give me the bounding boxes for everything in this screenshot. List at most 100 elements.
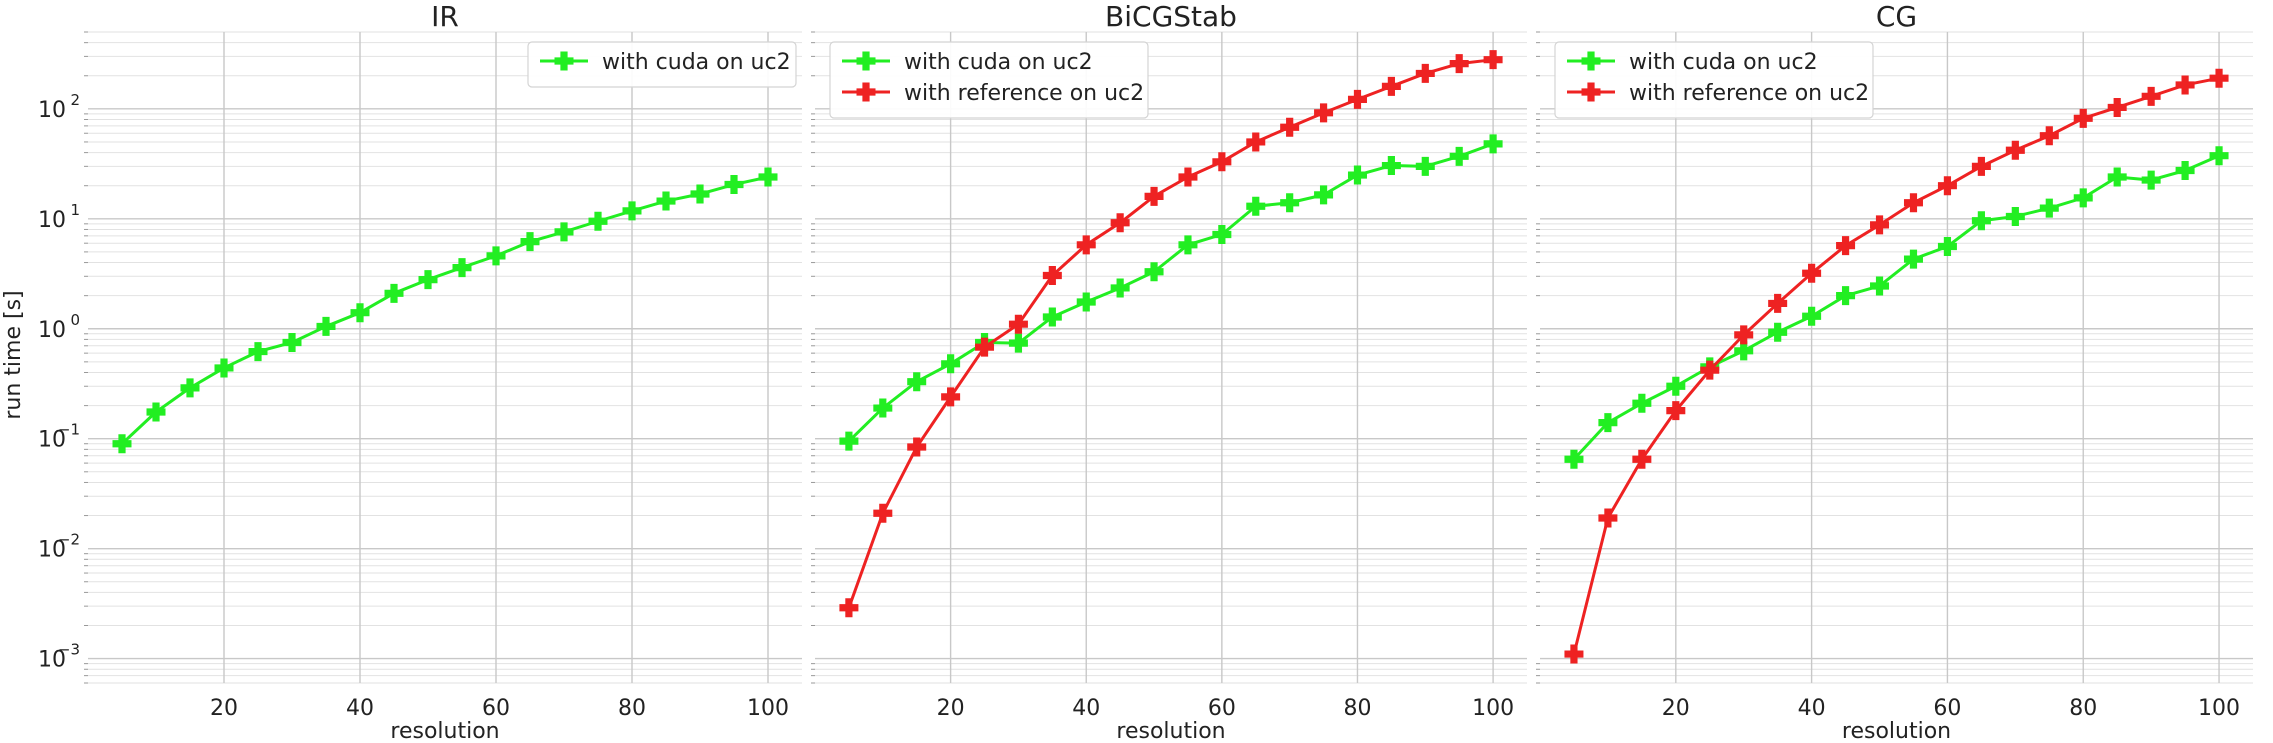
data-point xyxy=(350,303,370,323)
data-point xyxy=(724,175,744,195)
data-point xyxy=(1280,117,1300,137)
y-tick-exponent: −3 xyxy=(58,641,80,659)
data-point xyxy=(282,332,302,352)
data-point xyxy=(1937,236,1957,256)
data-point xyxy=(112,434,132,454)
data-point xyxy=(452,258,472,278)
y-tick-exponent: 2 xyxy=(70,91,80,109)
data-point xyxy=(2073,188,2093,208)
legend-entry: with cuda on uc2 xyxy=(602,50,791,75)
series-with-cuda-on-uc2 xyxy=(1564,146,2229,469)
data-point xyxy=(907,437,927,457)
y-tick-label: 10 xyxy=(38,208,66,233)
x-tick-label: 40 xyxy=(1798,696,1826,721)
x-tick-label: 60 xyxy=(1208,696,1236,721)
data-point xyxy=(1449,54,1469,74)
major-gridlines xyxy=(88,108,802,660)
legend-entry: with cuda on uc2 xyxy=(904,50,1093,75)
data-point xyxy=(1178,235,1198,255)
legend-swatch-marker xyxy=(554,51,574,71)
data-point xyxy=(1008,333,1028,353)
data-point xyxy=(146,402,166,422)
legend: with cuda on uc2 with reference on uc2 xyxy=(1554,41,1874,119)
data-point xyxy=(1178,167,1198,187)
major-gridlines xyxy=(815,108,1527,660)
y-tick-exponent: 0 xyxy=(70,311,80,329)
data-point xyxy=(1314,103,1334,123)
data-point xyxy=(214,358,234,378)
data-point xyxy=(1632,449,1652,469)
x-axis-label: resolution xyxy=(1116,719,1225,743)
legend-swatch-marker xyxy=(856,51,876,71)
data-point xyxy=(1700,360,1720,380)
data-point xyxy=(1144,262,1164,282)
data-point xyxy=(1144,186,1164,206)
data-point xyxy=(873,398,893,418)
legend-box xyxy=(829,41,1149,119)
chart-title: BiCGStab xyxy=(1105,0,1237,33)
legend-entry: with reference on uc2 xyxy=(904,81,1144,106)
data-point xyxy=(1971,211,1991,231)
data-point xyxy=(907,372,927,392)
data-point xyxy=(384,283,404,303)
data-point xyxy=(941,354,961,374)
data-point xyxy=(1564,644,1584,664)
data-point xyxy=(1415,63,1435,83)
x-axis-label: resolution xyxy=(390,719,499,743)
data-point xyxy=(1564,449,1584,469)
legend-entry: with cuda on uc2 xyxy=(1629,50,1818,75)
x-tick-label: 20 xyxy=(937,696,965,721)
data-point xyxy=(1076,292,1096,312)
x-tick-label: 100 xyxy=(747,696,789,721)
data-point xyxy=(1381,156,1401,176)
data-point xyxy=(588,211,608,231)
data-point xyxy=(1415,156,1435,176)
y-tick-exponent: −2 xyxy=(58,531,80,549)
chart-title: CG xyxy=(1876,0,1917,33)
series-with-cuda-on-uc2 xyxy=(839,134,1503,451)
data-point xyxy=(1483,134,1503,154)
data-point xyxy=(1802,306,1822,326)
data-point xyxy=(1212,224,1232,244)
data-point xyxy=(1802,263,1822,283)
y-tick-label: 10 xyxy=(38,98,66,123)
x-tick-label: 40 xyxy=(1072,696,1100,721)
data-point xyxy=(1666,376,1686,396)
data-point xyxy=(1314,185,1334,205)
data-point xyxy=(1734,325,1754,345)
data-point xyxy=(1347,89,1367,109)
data-point xyxy=(941,387,961,407)
data-point xyxy=(2005,206,2025,226)
data-point xyxy=(656,191,676,211)
data-point xyxy=(622,201,642,221)
data-point xyxy=(1076,235,1096,255)
y-tick-label: 10 xyxy=(38,648,66,673)
legend-box xyxy=(527,41,797,88)
data-point xyxy=(2141,170,2161,190)
x-tick-label: 20 xyxy=(1662,696,1690,721)
data-point xyxy=(1598,413,1618,433)
data-point xyxy=(1280,193,1300,213)
data-point xyxy=(1836,286,1856,306)
data-point xyxy=(839,598,859,618)
data-point xyxy=(1836,236,1856,256)
y-tick-label: 10 xyxy=(38,428,66,453)
data-point xyxy=(1008,314,1028,334)
data-point xyxy=(248,342,268,362)
data-point xyxy=(1246,132,1266,152)
legend-swatch-marker xyxy=(1581,82,1601,102)
data-point xyxy=(2005,140,2025,160)
x-tick-label: 100 xyxy=(2198,696,2240,721)
chart-title: IR xyxy=(431,0,459,33)
data-point xyxy=(1768,322,1788,342)
data-point xyxy=(839,431,859,451)
data-point xyxy=(2039,126,2059,146)
y-tick-exponent: −1 xyxy=(58,421,80,439)
data-point xyxy=(975,337,995,357)
legend-swatch-marker xyxy=(856,82,876,102)
x-tick-label: 80 xyxy=(618,696,646,721)
data-point xyxy=(180,378,200,398)
